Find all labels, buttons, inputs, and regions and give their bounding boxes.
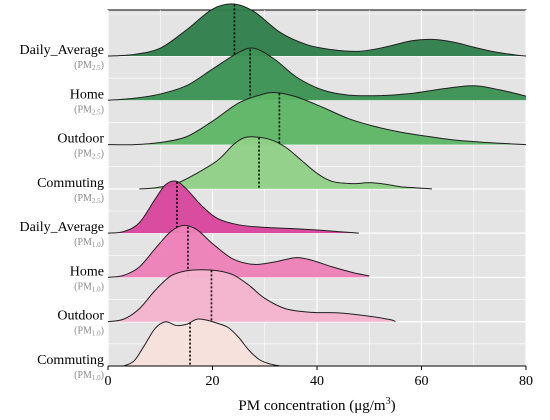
x-axis: 0 20 40 60 80 bbox=[105, 365, 533, 389]
x-tick-label: 60 bbox=[415, 374, 429, 389]
category-label: Home bbox=[70, 87, 104, 102]
ridge-series bbox=[107, 180, 359, 234]
ridge-series bbox=[107, 47, 527, 101]
x-tick-label: 20 bbox=[206, 374, 220, 389]
ridge-outline bbox=[139, 136, 432, 190]
category-label: Daily_Average bbox=[20, 43, 104, 58]
ridge-outline bbox=[107, 269, 396, 323]
category-label: Home bbox=[70, 264, 104, 279]
ridge-area bbox=[108, 47, 526, 101]
ridge-series bbox=[107, 3, 527, 57]
category-sublabel: (PM1.0) bbox=[74, 237, 104, 249]
ridge-area bbox=[108, 3, 526, 56]
ridge-area bbox=[108, 225, 370, 278]
ridge-area bbox=[108, 180, 359, 234]
x-axis-label: PM concentration (μg/m3) bbox=[238, 396, 395, 414]
category-sublabel: (PM2.5) bbox=[74, 104, 104, 116]
category-sublabel: (PM1.0) bbox=[74, 326, 104, 338]
x-tick-label: 0 bbox=[105, 374, 112, 389]
category-sublabel: (PM2.5) bbox=[74, 60, 104, 72]
category-sublabel: (PM2.5) bbox=[74, 193, 104, 205]
category-labels: Daily_Average (PM2.5) Home (PM2.5) Outdoor (P… bbox=[20, 43, 105, 382]
ridge-outline bbox=[123, 318, 281, 367]
ridge-outline bbox=[107, 224, 370, 278]
ridge-outline bbox=[107, 92, 527, 146]
ridge-area bbox=[123, 318, 281, 366]
ridge-series bbox=[107, 92, 527, 146]
category-label: Commuting bbox=[37, 353, 104, 368]
ridge-area bbox=[108, 269, 396, 322]
ridge-series bbox=[123, 318, 281, 367]
ridge-outline bbox=[107, 180, 359, 234]
category-label: Outdoor bbox=[57, 309, 104, 324]
category-sublabel: (PM1.0) bbox=[74, 370, 104, 382]
ridge-series bbox=[139, 136, 432, 190]
ridge-outline bbox=[107, 3, 527, 57]
x-tick-label: 40 bbox=[310, 374, 324, 389]
category-label: Outdoor bbox=[57, 132, 104, 147]
ridge-series bbox=[107, 269, 396, 323]
x-tick-label: 80 bbox=[519, 374, 533, 389]
category-sublabel: (PM2.5) bbox=[74, 149, 104, 161]
ridge-area bbox=[139, 136, 432, 189]
category-label: Commuting bbox=[37, 176, 104, 191]
category-sublabel: (PM1.0) bbox=[74, 281, 104, 293]
ridge-outline bbox=[107, 47, 527, 101]
ridge-area bbox=[108, 92, 526, 145]
category-label: Daily_Average bbox=[20, 220, 104, 235]
ridge-series bbox=[107, 224, 370, 278]
ridges bbox=[107, 3, 527, 367]
